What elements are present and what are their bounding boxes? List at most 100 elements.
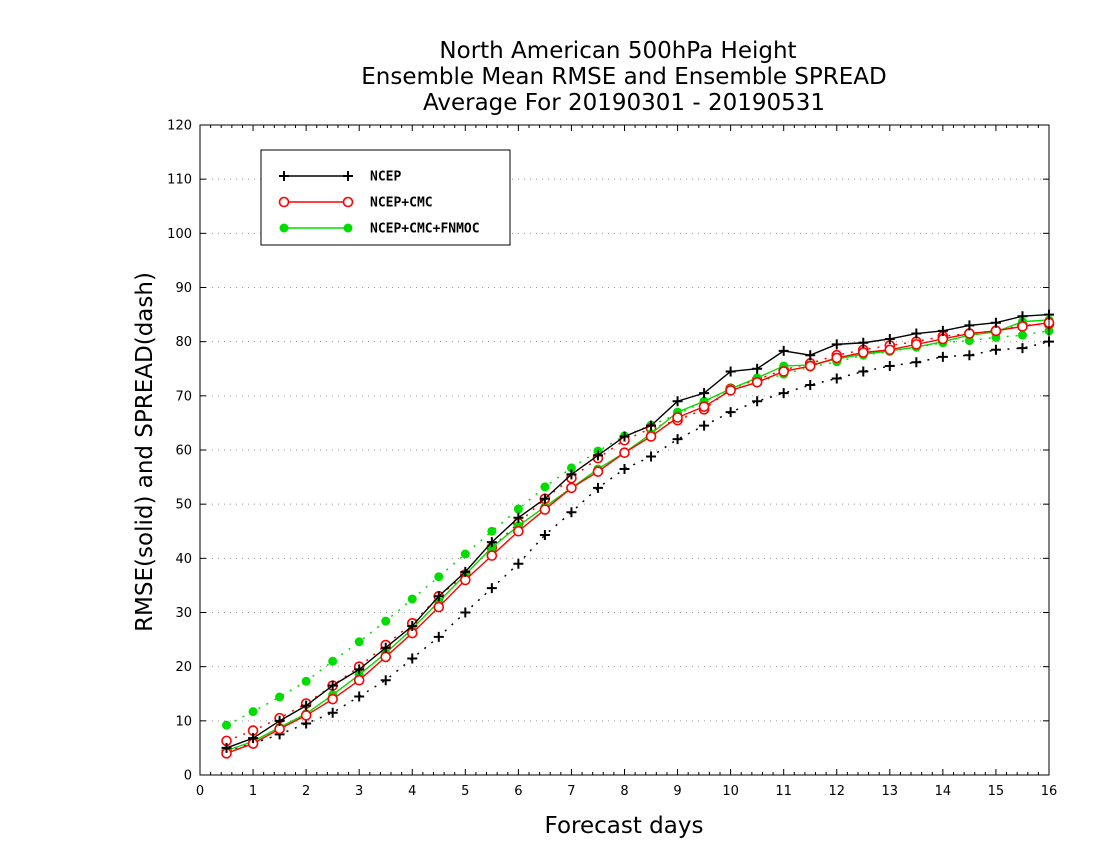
y-axis: 0 10 20 30 40 50 60 70 80 90 100 110 120 [167,119,1049,784]
rmse-point [672,412,683,423]
spread-point [1017,343,1028,354]
rmse-point [858,337,869,348]
rmse-point [964,320,975,331]
spread-point [275,692,285,702]
legend-marker [278,196,290,208]
y-tick-label: 20 [175,660,192,675]
x-tick-label: 11 [775,784,792,799]
spread-point [301,676,311,686]
spread-point [646,451,657,462]
spread-point [990,344,1001,355]
rmse-point [221,742,232,753]
x-tick-label: 7 [567,784,575,799]
spread-point [699,420,710,431]
spread-point [566,507,577,518]
rmse-point [433,601,445,613]
spread-point [380,675,391,686]
spread-point [434,572,444,582]
x-tick-label: 13 [882,784,899,799]
x-tick-label: 1 [249,784,257,799]
spread-point [513,558,524,569]
rmse-point [407,621,418,632]
spread-point [460,607,471,618]
legend-marker [279,171,289,181]
y-tick-label: 120 [167,119,192,134]
rmse-point [937,325,948,336]
legend-item: NCEP+CMC+FNMOC [279,222,480,237]
spread-point [672,434,683,445]
rmse-point [566,469,577,480]
rmse-point [805,350,816,361]
rmse-line [226,313,1050,749]
x-tick-label: 14 [935,784,952,799]
legend-item: NCEP+CMC [278,196,433,211]
x-tick-label: 2 [302,784,310,799]
x-tick-label: 3 [355,784,363,799]
legend-label: NCEP+CMC [370,196,433,211]
rmse-point [778,345,789,356]
rmse-point [353,674,365,686]
rmse-point [380,651,392,663]
rmse-point [831,339,842,350]
legend: NCEP NCEP+CMC NCEP+CMC+FNMOC [260,149,511,246]
rmse-point [486,537,497,548]
x-tick-label: 8 [620,784,628,799]
legend-box [260,149,511,246]
spread-point [540,482,550,492]
y-tick-label: 80 [175,335,192,350]
rmse-point [990,317,1001,328]
rmse-point [327,693,338,705]
spread-point [911,357,922,368]
y-tick-label: 50 [175,498,192,513]
spread-point [858,366,869,377]
spread-point [354,691,365,702]
spread-line [226,330,1050,726]
spread-point [487,526,497,536]
spread-point [539,530,550,541]
y-tick-label: 100 [167,227,192,242]
rmse-point [646,420,657,431]
x-axis-label: Forecast days [545,813,704,839]
rmse-point [354,664,365,675]
rmse-point [752,363,763,374]
rmse-point [248,733,259,744]
rmse-point [698,401,710,412]
x-tick-label: 0 [196,784,204,799]
legend-item: NCEP [279,170,401,185]
legend-label: NCEP [370,170,401,185]
x-tick-label: 16 [1041,784,1058,799]
spread-point [407,594,417,604]
rmse-point [725,385,736,396]
chart-title: North American 500hPa Height Ensemble Me… [361,38,886,116]
x-tick-label: 6 [514,784,522,799]
series-rmse-ncep [221,309,1054,753]
rmse-point [1017,311,1028,322]
spread-point [513,504,523,514]
spread-point [222,720,232,730]
rmse-point [672,396,683,407]
y-tick-label: 0 [184,769,192,784]
y-tick-label: 90 [175,281,192,296]
rmse-point [380,642,391,653]
x-tick-label: 5 [461,784,469,799]
rmse-point [804,360,816,372]
x-tick-label: 9 [673,784,681,799]
rmse-point [301,700,312,711]
chart-title-line-1: North American 500hPa Height [439,38,796,64]
x-tick-label: 15 [988,784,1005,799]
spread-point [248,707,258,717]
y-tick-label: 30 [175,606,192,621]
series-ncep-cmc-fnmoc [222,326,1054,730]
spread-point [354,637,364,647]
spread-point [566,463,576,473]
series-layer [221,309,1055,759]
spread-point [778,388,789,399]
spread-point [381,616,391,626]
y-tick-label: 70 [175,389,192,404]
rmse-point [645,431,657,442]
spread-point [752,396,763,407]
rmse-point [513,525,524,537]
rmse-point [911,339,922,350]
chart-title-line-2: Ensemble Mean RMSE and Ensemble SPREAD [361,64,886,90]
